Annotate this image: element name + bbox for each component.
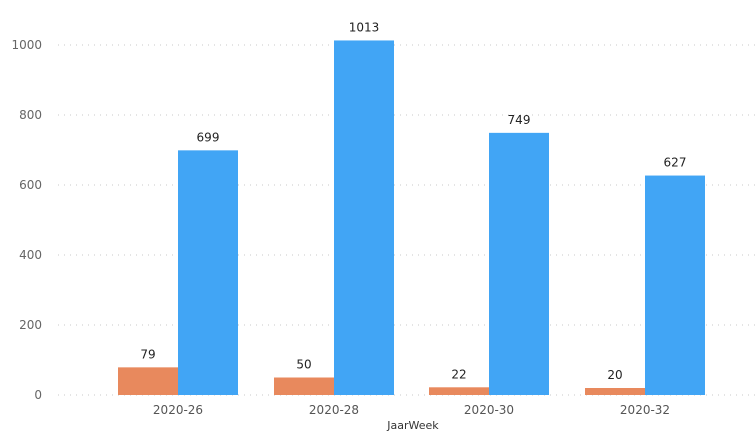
bar-series1-2020-28 xyxy=(274,377,334,395)
y-tick-label-200: 200 xyxy=(19,318,42,332)
data-label-series1-2020-30: 22 xyxy=(451,367,466,381)
x-axis-ticks: 2020-26 2020-28 2020-30 2020-32 xyxy=(153,403,670,417)
data-label-series2-2020-26: 699 xyxy=(197,130,220,144)
gridlines xyxy=(58,44,755,396)
y-tick-label-800: 800 xyxy=(19,108,42,122)
bar-series2-2020-30 xyxy=(489,132,549,395)
data-label-series1-2020-32: 20 xyxy=(607,368,622,382)
y-axis-ticks: 0 200 400 600 800 1000 xyxy=(11,38,42,402)
bars xyxy=(118,40,705,395)
x-tick-label-2020-32: 2020-32 xyxy=(620,403,670,417)
bar-series1-2020-30 xyxy=(429,387,489,395)
data-labels: 79 699 50 1013 22 749 20 627 xyxy=(140,20,686,382)
y-tick-label-1000: 1000 xyxy=(11,38,42,52)
data-label-series2-2020-30: 749 xyxy=(508,113,531,127)
y-tick-label-600: 600 xyxy=(19,178,42,192)
bar-series2-2020-28 xyxy=(334,40,394,395)
x-tick-label-2020-30: 2020-30 xyxy=(464,403,514,417)
data-label-series2-2020-32: 627 xyxy=(664,156,687,170)
x-tick-label-2020-26: 2020-26 xyxy=(153,403,203,417)
bar-series2-2020-26 xyxy=(178,150,238,395)
data-label-series1-2020-28: 50 xyxy=(296,358,311,372)
data-label-series1-2020-26: 79 xyxy=(140,347,155,361)
bar-series2-2020-32 xyxy=(645,175,705,395)
data-label-series2-2020-28: 1013 xyxy=(349,20,380,34)
bar-series1-2020-32 xyxy=(585,388,645,395)
y-tick-label-0: 0 xyxy=(34,388,42,402)
y-tick-label-400: 400 xyxy=(19,248,42,262)
bar-series1-2020-26 xyxy=(118,367,178,395)
x-tick-label-2020-28: 2020-28 xyxy=(309,403,359,417)
x-axis-title: JaarWeek xyxy=(386,419,439,432)
